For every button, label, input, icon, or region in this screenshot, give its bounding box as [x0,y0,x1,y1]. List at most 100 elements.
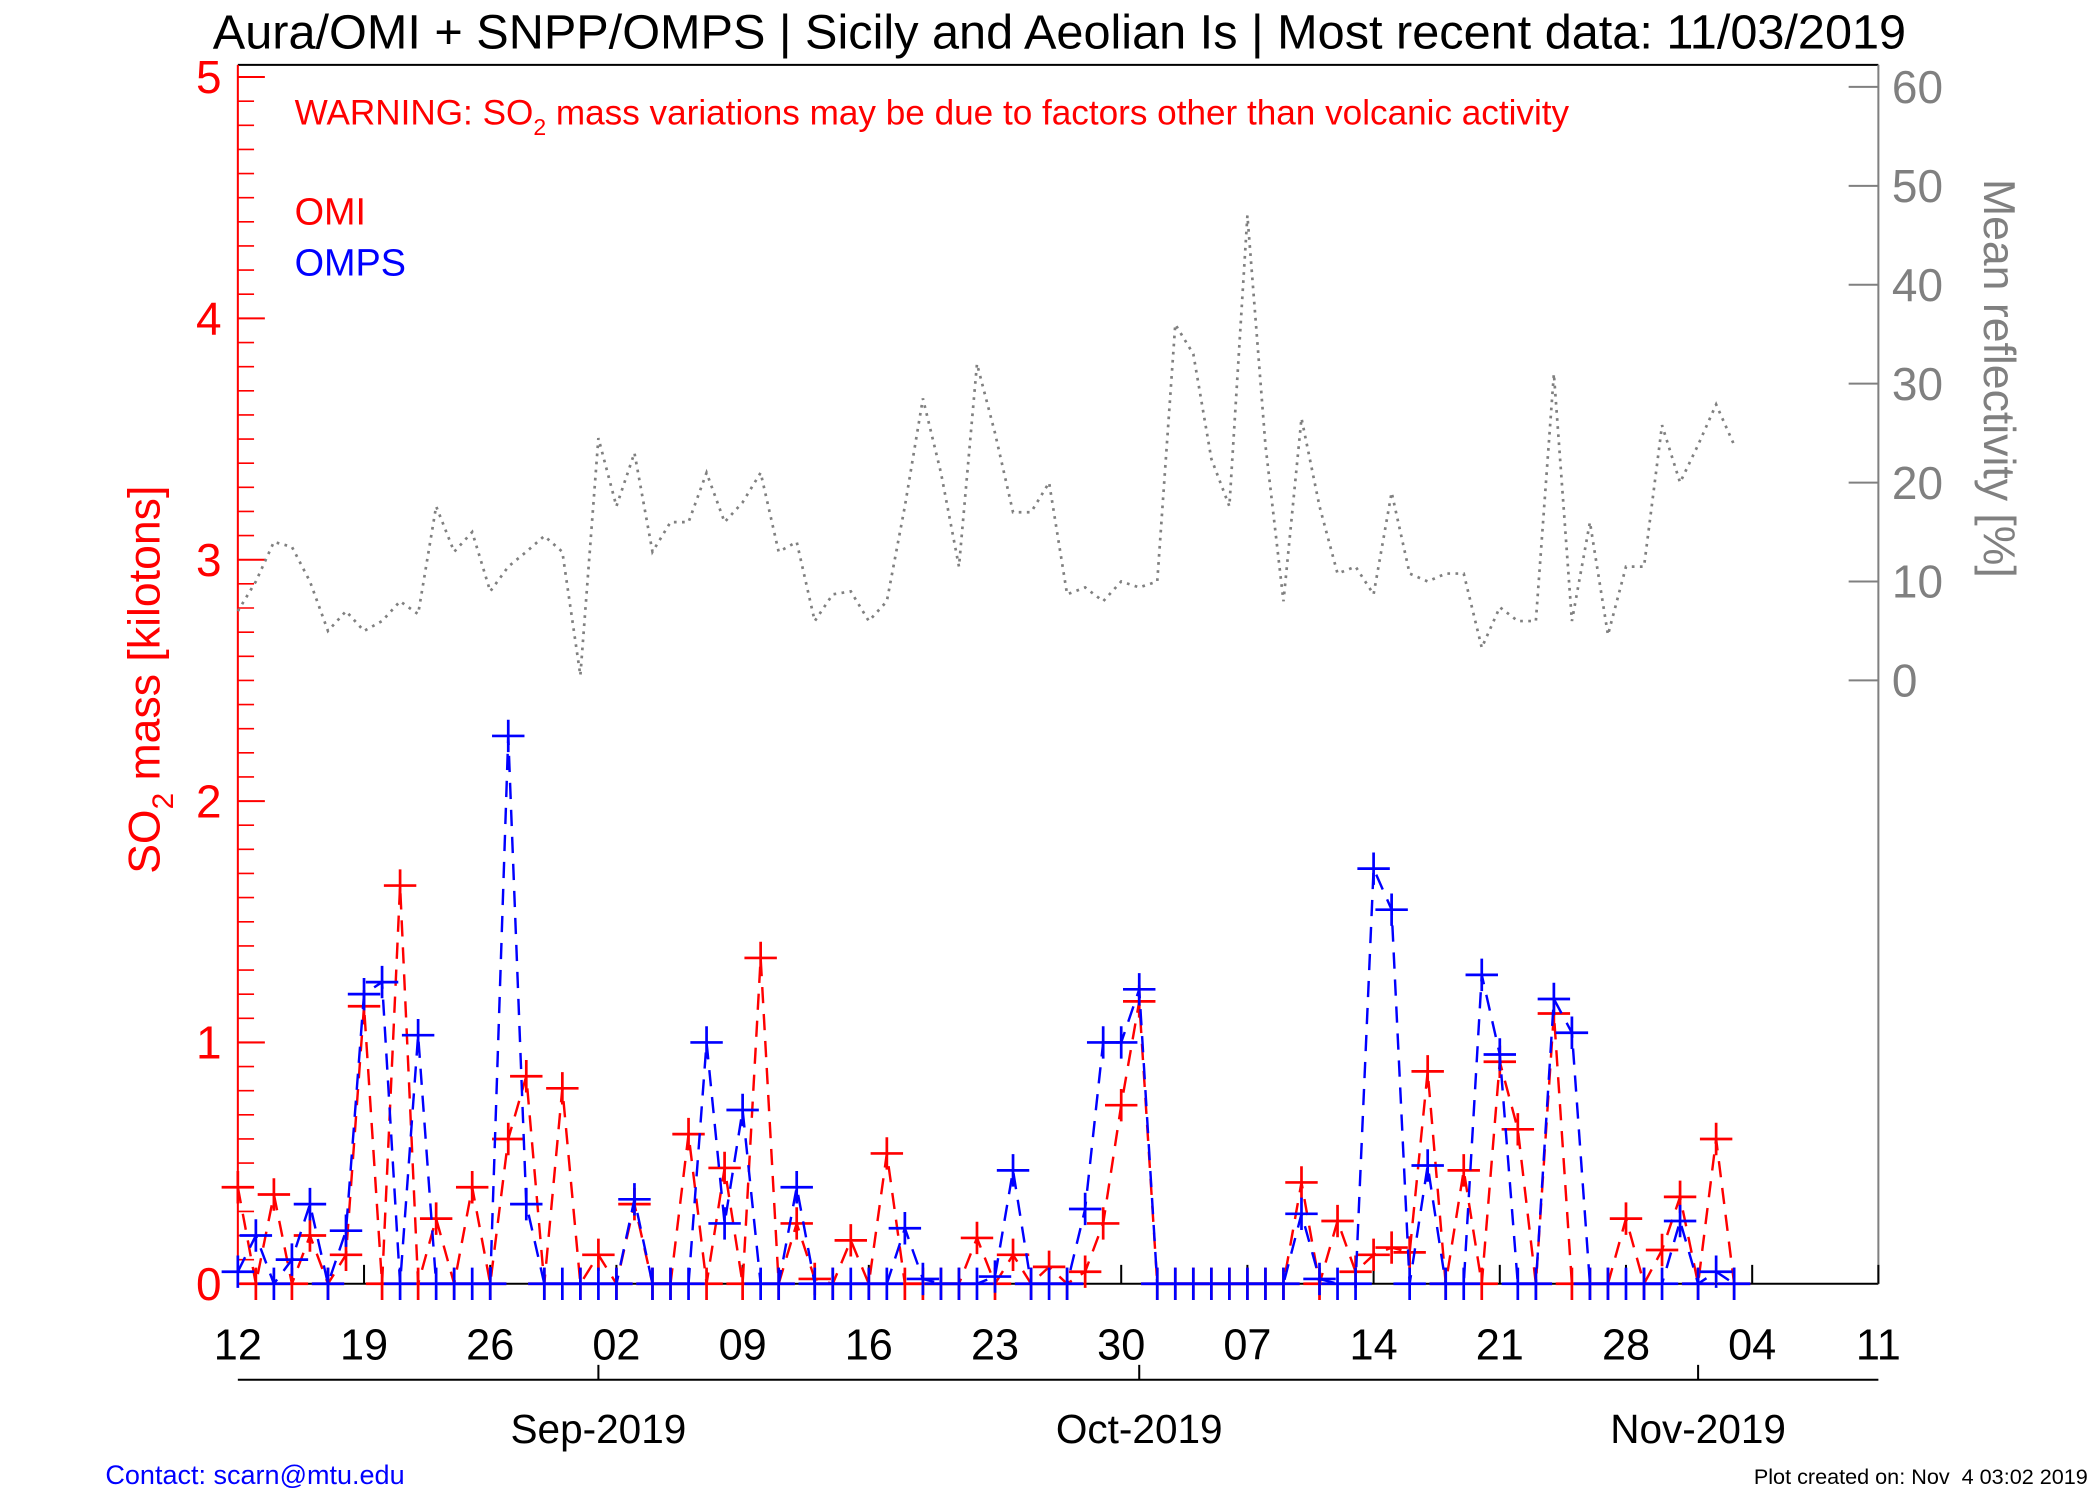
warning-text: mass variations may be due to factors ot… [546,93,1569,132]
point-marker [978,1260,1012,1293]
point-marker [708,1207,741,1240]
x-tick-label: 02 [592,1321,640,1369]
point-marker [780,1207,813,1240]
point-marker [221,1255,255,1288]
point-marker [1609,1202,1643,1235]
point-marker [690,1026,723,1059]
point-marker [1483,1038,1517,1071]
point-marker [870,1137,904,1170]
point-marker [960,1267,994,1300]
point-marker [275,1243,309,1276]
y2-tick-label: 30 [1892,358,1943,410]
point-marker [672,1267,705,1300]
point-marker [546,1072,579,1105]
y2-tick-label: 50 [1892,160,1943,212]
point-marker [1267,1267,1300,1300]
x-tick-label: 19 [340,1321,388,1369]
point-marker [239,1219,273,1252]
point-marker [744,941,777,975]
y2-tick-label: 60 [1892,61,1943,113]
point-marker [1393,1267,1426,1300]
legend-entry: OMPS [295,243,406,285]
point-marker [365,965,399,999]
point-marker [329,1214,363,1247]
point-marker [510,1187,543,1221]
point-marker [996,1154,1030,1187]
point-marker [1357,852,1390,885]
point-marker [1339,1267,1372,1300]
point-marker [1555,1016,1589,1049]
warning: WARNING: SO2 mass variations may be due … [295,93,1570,140]
x-tick-label: 23 [971,1321,1019,1369]
point-marker [257,1267,291,1300]
point-marker [492,719,525,753]
point-marker [708,1151,741,1185]
point-marker [1645,1233,1679,1267]
point-marker [1357,1238,1390,1272]
point-marker [311,1267,345,1300]
point-marker [419,1202,453,1235]
y-axis-title-subscript: 2 [147,793,180,810]
y-axis-title-text: mass [kilotons] [120,486,169,793]
point-marker [1699,1122,1733,1156]
x-tick-label: 09 [719,1321,767,1369]
point-marker [1411,1149,1444,1182]
point-marker [1519,1267,1553,1300]
point-marker [960,1221,994,1255]
point-marker [1663,1204,1697,1238]
point-marker [1123,973,1156,1006]
point-marker [347,977,381,1011]
point-marker [401,1018,435,1052]
point-marker [780,1171,813,1204]
month-label: Oct-2019 [1056,1406,1223,1452]
legend-entry: OMI [295,191,366,233]
point-marker [257,1178,291,1211]
y2-tick-label: 10 [1892,556,1943,608]
y-tick-label: 4 [196,293,222,345]
point-marker [1086,1207,1120,1240]
point-marker [1375,1231,1408,1264]
created-note: Plot created on: Nov 4 03:02 2019 [1754,1464,2088,1489]
y2-tick-label: 0 [1892,655,1918,707]
point-marker [906,1262,940,1296]
point-marker [1104,1026,1138,1059]
x-tick-label: 26 [466,1321,514,1369]
x-tick-label: 04 [1728,1321,1776,1369]
x-tick-label: 12 [214,1321,262,1369]
point-marker [1465,958,1498,992]
warning-text: WARNING: SO [295,93,534,132]
point-marker [1303,1262,1336,1296]
point-marker [1285,1166,1318,1199]
point-marker [474,1267,507,1300]
point-marker [996,1238,1030,1272]
point-marker [1050,1267,1084,1300]
x-tick-label: 21 [1476,1321,1524,1369]
point-marker [1375,893,1408,926]
x-tick-label: 11 [1856,1321,1901,1369]
point-marker [455,1171,489,1204]
y-axis-title: SO2 mass [kilotons] [120,486,180,874]
x-tick-label: 14 [1350,1321,1398,1369]
y2-tick-label: 40 [1892,259,1943,311]
y-tick-label: 3 [196,534,222,586]
point-marker [1645,1267,1679,1300]
point-marker [888,1212,922,1245]
point-marker [383,1267,417,1300]
point-marker [726,1093,759,1127]
point-marker [1717,1267,1751,1300]
y-tick-label: 5 [196,51,222,103]
series-line [236,735,1735,1289]
point-marker [1537,982,1571,1016]
contact: Contact: scarn@mtu.edu [105,1460,404,1490]
point-marker [582,1238,615,1272]
point-marker [1321,1204,1354,1238]
y-tick-label: 2 [196,775,222,827]
warning-subscript: 2 [533,114,546,140]
point-marker [762,1267,795,1300]
y-axis-title-text: SO [120,809,169,873]
point-marker [600,1267,633,1300]
chart-title: Aura/OMI + SNPP/OMPS | Sicily and Aeolia… [213,6,1906,60]
point-marker [221,1171,255,1204]
